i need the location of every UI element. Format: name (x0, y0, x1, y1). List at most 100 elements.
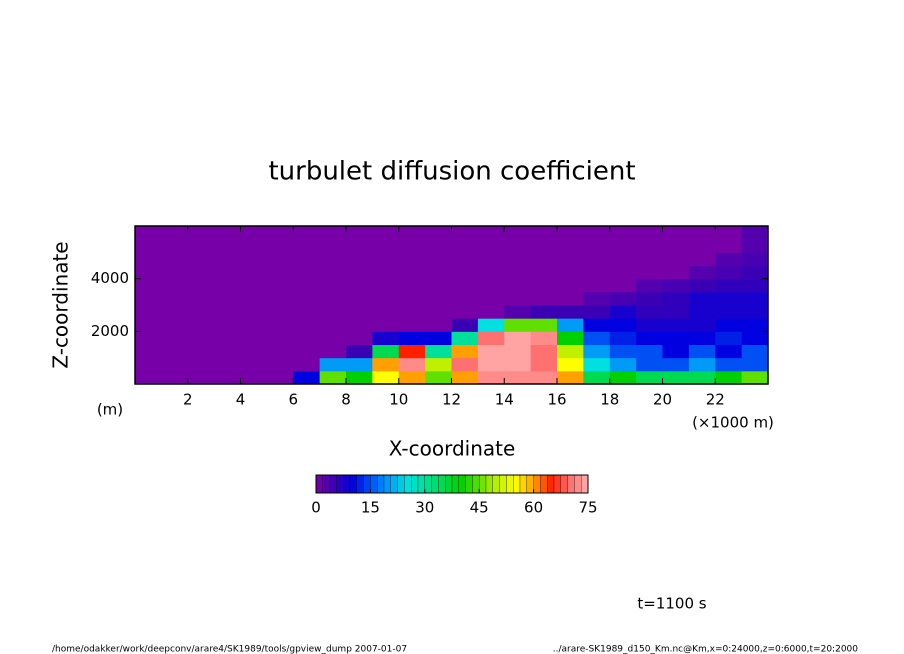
heatmap-cell (715, 291, 743, 306)
heatmap-cell (346, 344, 373, 359)
y-axis-label: Z-coordinate (49, 241, 73, 368)
x-tick-label: 18 (600, 391, 619, 409)
heatmap-cell (293, 291, 321, 306)
heatmap-cell (240, 318, 268, 332)
footer-left: /home/odakker/work/deepconv/arare4/SK198… (52, 645, 407, 654)
heatmap-cell (688, 344, 716, 359)
heatmap-cell (187, 331, 215, 345)
heatmap-cell (425, 239, 452, 253)
heatmap-cell (530, 252, 558, 266)
heatmap-cell (530, 291, 558, 306)
heatmap-cell (293, 344, 321, 359)
colorbar-swatch (526, 474, 534, 494)
heatmap-cell (451, 370, 479, 385)
heatmap-cell (662, 226, 690, 240)
heatmap-cell (583, 370, 611, 385)
heatmap-cell (319, 370, 347, 385)
heatmap-cell (583, 226, 611, 240)
colorbar-frame (315, 474, 589, 494)
heatmap-cell (214, 291, 241, 306)
colorbar-swatch (363, 474, 371, 494)
colorbar-swatch (540, 474, 548, 494)
heatmap-cell (266, 252, 294, 266)
heatmap-cell (240, 370, 268, 385)
colorbar-tick-label: 15 (361, 499, 380, 517)
heatmap-cell (161, 291, 189, 306)
colorbar-swatch (458, 474, 466, 494)
heatmap-cell (293, 370, 321, 385)
heatmap-cell (609, 291, 637, 306)
heatmap-cell (214, 226, 241, 240)
heatmap-cell (425, 344, 452, 359)
heatmap-cell (557, 305, 584, 319)
heatmap-cell (319, 226, 347, 240)
heatmap-cell (688, 252, 716, 266)
heatmap-cell (398, 318, 426, 332)
heatmap-cell (372, 331, 400, 345)
x-axis-label: X-coordinate (389, 437, 516, 461)
heatmap-cell (477, 239, 505, 253)
heatmap-cell (372, 305, 400, 319)
heatmap-cell (372, 265, 400, 280)
heatmap-cell (609, 318, 637, 332)
heatmap-cell (715, 318, 743, 332)
heatmap-cell (135, 291, 162, 306)
heatmap-cell (504, 344, 532, 359)
colorbar-swatch (479, 474, 487, 494)
heatmap-cell (346, 331, 373, 345)
heatmap-cell (662, 357, 690, 372)
heatmap-cell (741, 252, 769, 266)
heatmap-cell (319, 239, 347, 253)
heatmap-cell (609, 226, 637, 240)
heatmap-cell (583, 318, 611, 332)
heatmap-cell (715, 226, 743, 240)
heatmap-cell (346, 305, 373, 319)
heatmap-cell (293, 239, 321, 253)
heatmap-cell (398, 344, 426, 359)
heatmap-cell (557, 265, 584, 280)
colorbar-swatch (519, 474, 527, 494)
heatmap-cell (187, 239, 215, 253)
heatmap-cell (609, 305, 637, 319)
heatmap-cell (451, 318, 479, 332)
heatmap-cell (161, 370, 189, 385)
heatmap-cell (266, 278, 294, 293)
heatmap-cell (583, 239, 611, 253)
heatmap-cell (346, 318, 373, 332)
heatmap-cell (425, 252, 452, 266)
heatmap-cell (530, 344, 558, 359)
heatmap-cell (477, 291, 505, 306)
heatmap-cell (662, 305, 690, 319)
colorbar-swatch (472, 474, 480, 494)
heatmap-cell (398, 370, 426, 385)
heatmap-cell (240, 291, 268, 306)
heatmap-cell (636, 278, 663, 293)
heatmap-cell (741, 278, 769, 293)
heatmap-cell (372, 357, 400, 372)
heatmap-cell (557, 252, 584, 266)
heatmap-cell (266, 291, 294, 306)
colorbar-swatch (397, 474, 405, 494)
heatmap-cell (161, 344, 189, 359)
heatmap-cell (504, 265, 532, 280)
heatmap-cell (372, 318, 400, 332)
heatmap-cell (662, 291, 690, 306)
heatmap-cell (557, 291, 584, 306)
heatmap-cell (319, 331, 347, 345)
heatmap-cell (715, 239, 743, 253)
colorbar-swatch (513, 474, 521, 494)
colorbar-swatch (492, 474, 500, 494)
heatmap-cell (609, 239, 637, 253)
heatmap-cell (293, 278, 321, 293)
heatmap-cell (187, 226, 215, 240)
colorbar-tick-label: 75 (578, 499, 597, 517)
heatmap-cell (214, 370, 241, 385)
heatmap-cell (293, 318, 321, 332)
heatmap-cell (135, 344, 162, 359)
x-tick-label: 20 (653, 391, 672, 409)
heatmap-cell (214, 331, 241, 345)
heatmap-cell (636, 344, 663, 359)
heatmap-cell (583, 252, 611, 266)
heatmap-cell (609, 331, 637, 345)
